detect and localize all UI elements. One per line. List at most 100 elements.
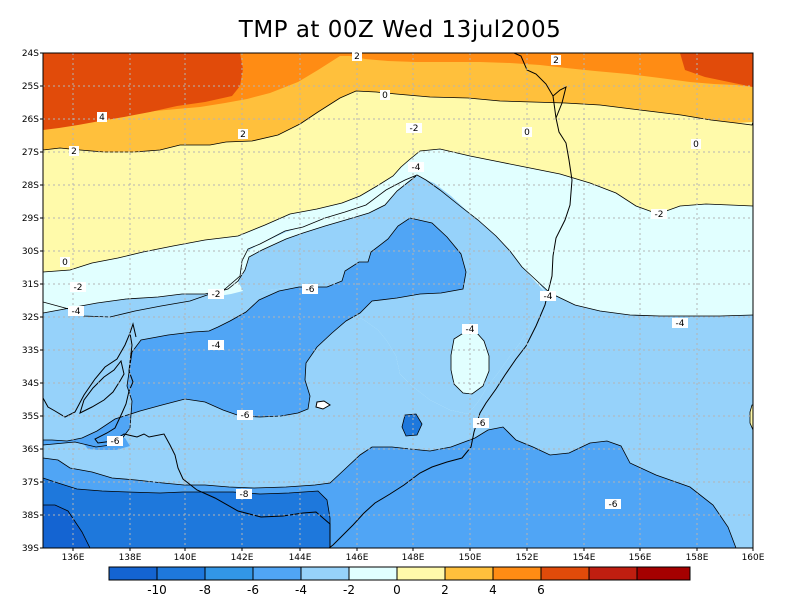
legend-swatch-minus8-minus6 bbox=[205, 567, 253, 580]
svg-text:-6: -6 bbox=[111, 437, 120, 447]
contour-label-minus6-south-east: -6 bbox=[605, 499, 621, 510]
map-title: TMP at 00Z Wed 13jul2005 bbox=[238, 17, 562, 43]
lat-label-35s: 35S bbox=[22, 412, 39, 422]
lon-label-146e: 146E bbox=[346, 553, 369, 563]
lat-label-37s: 37S bbox=[22, 478, 39, 488]
legend-swatch-minus2-0 bbox=[349, 567, 397, 580]
svg-text:-2: -2 bbox=[655, 210, 664, 220]
legend-swatch-minus10-minus8 bbox=[157, 567, 205, 580]
legend-swatch-4-6 bbox=[493, 567, 541, 580]
legend-swatch-6-8 bbox=[541, 567, 589, 580]
temperature-band-minus8-southwest bbox=[43, 478, 330, 548]
legend-labels: -10 -8 -6 -4 -2 0 2 4 6 bbox=[147, 583, 545, 597]
contour-label-minus4-hole: -4 bbox=[462, 324, 478, 335]
legend-label-minus8: -8 bbox=[199, 583, 211, 597]
svg-text:0: 0 bbox=[382, 91, 388, 101]
lat-label-36s: 36S bbox=[22, 445, 39, 455]
small-island bbox=[315, 400, 331, 410]
lon-label-158e: 158E bbox=[686, 553, 709, 563]
temperature-band-minus6-north bbox=[43, 218, 466, 447]
lon-label-160e: 160E bbox=[742, 553, 765, 563]
legend-label-6: 6 bbox=[537, 583, 545, 597]
temperature-band-0 bbox=[43, 91, 753, 272]
contour-label-0-west: 0 bbox=[60, 257, 70, 268]
svg-text:-4: -4 bbox=[676, 319, 685, 329]
svg-text:-6: -6 bbox=[477, 419, 486, 429]
lat-label-33s: 33S bbox=[22, 346, 39, 356]
grid-lines bbox=[43, 53, 753, 548]
map-frame bbox=[42, 52, 754, 549]
svg-text:-4: -4 bbox=[544, 292, 553, 302]
contour-label-0-east: 0 bbox=[691, 139, 701, 150]
contour-label-minus4-west: -4 bbox=[68, 306, 84, 317]
contour-label-minus4-east: -4 bbox=[672, 318, 688, 329]
coastline-east bbox=[328, 53, 573, 548]
contour-label-minus4-central: -4 bbox=[208, 340, 224, 351]
lon-label-144e: 144E bbox=[289, 553, 312, 563]
svg-text:2: 2 bbox=[71, 147, 77, 157]
legend-swatch-0-2 bbox=[397, 567, 445, 580]
coastline-east-inlet bbox=[552, 86, 567, 119]
legend-label-4: 4 bbox=[489, 583, 497, 597]
contour-line-0 bbox=[43, 148, 753, 273]
temperature-fill-layer bbox=[43, 53, 753, 548]
lon-label-152e: 152E bbox=[516, 553, 539, 563]
contour-label-minus6-central: -6 bbox=[237, 410, 253, 421]
contour-label-minus4-coast: -4 bbox=[540, 291, 556, 302]
svg-text:2: 2 bbox=[240, 130, 246, 140]
contour-label-2-top: 2 bbox=[352, 51, 362, 62]
legend-label-minus10: -10 bbox=[147, 583, 167, 597]
lon-label-156e: 156E bbox=[629, 553, 652, 563]
svg-text:-2: -2 bbox=[410, 124, 419, 134]
lat-label-39s: 39S bbox=[22, 544, 39, 554]
legend-label-0: 0 bbox=[393, 583, 401, 597]
legend-swatch-8-10 bbox=[589, 567, 637, 580]
contour-line-west bbox=[43, 53, 417, 318]
longitude-labels: 136E 138E 140E 142E 144E 146E 148E 150E … bbox=[62, 553, 765, 563]
legend-swatch-10-plus bbox=[637, 567, 690, 580]
legend-separators bbox=[156, 567, 638, 580]
svg-text:-4: -4 bbox=[72, 307, 81, 317]
contour-label-minus2-east: -2 bbox=[651, 209, 667, 220]
contour-label-minus6-coast: -6 bbox=[473, 418, 489, 429]
svg-text:-6: -6 bbox=[306, 285, 315, 295]
lat-label-27s: 27S bbox=[22, 148, 39, 158]
legend-label-minus4: -4 bbox=[295, 583, 307, 597]
contour-line-minus8-closed bbox=[401, 413, 423, 437]
svg-text:-8: -8 bbox=[240, 490, 249, 500]
lat-label-30s: 30S bbox=[22, 247, 39, 257]
contour-line-2 bbox=[43, 90, 753, 153]
legend-label-2: 2 bbox=[441, 583, 449, 597]
contour-line-minus4 bbox=[43, 217, 467, 448]
svg-text:-6: -6 bbox=[609, 500, 618, 510]
contour-labels: 2 2 4 2 0 0 -2 0 0 2 -2 -4 -2 -6 -4 -2 -… bbox=[60, 51, 701, 510]
legend-swatch-minus6-minus4 bbox=[253, 567, 301, 580]
contour-line-minus2 bbox=[43, 174, 753, 317]
svg-text:-2: -2 bbox=[212, 290, 221, 300]
svg-text:4: 4 bbox=[99, 113, 105, 123]
coastline-gulf bbox=[79, 359, 125, 414]
contour-label-minus6-west: -6 bbox=[107, 436, 123, 447]
legend: -10 -8 -6 -4 -2 0 2 4 6 bbox=[108, 566, 691, 597]
contour-label-minus2-central: -2 bbox=[208, 289, 224, 300]
lon-label-154e: 154E bbox=[573, 553, 596, 563]
temperature-band-minus2 bbox=[43, 149, 753, 316]
contour-label-0-coast: 0 bbox=[522, 127, 532, 138]
contour-label-minus4-north: -4 bbox=[408, 162, 424, 173]
contour-line-minus6 bbox=[43, 426, 737, 548]
temperature-band-6-west bbox=[43, 53, 243, 130]
lat-label-24s: 24S bbox=[22, 49, 39, 59]
legend-swatches bbox=[109, 567, 690, 580]
svg-text:0: 0 bbox=[62, 258, 68, 268]
temperature-band-minus10-corner bbox=[43, 505, 90, 548]
latitude-labels: 24S 25S 26S 27S 28S 29S 30S 31S 32S 33S … bbox=[22, 49, 39, 554]
contour-label-4-west: 4 bbox=[97, 112, 107, 123]
coastline-spur bbox=[129, 322, 137, 338]
lon-label-140e: 140E bbox=[174, 553, 197, 563]
lon-label-150e: 150E bbox=[459, 553, 482, 563]
legend-label-minus6: -6 bbox=[247, 583, 259, 597]
svg-text:-2: -2 bbox=[74, 283, 83, 293]
lon-label-148e: 148E bbox=[402, 553, 425, 563]
coastline-south bbox=[43, 331, 331, 548]
